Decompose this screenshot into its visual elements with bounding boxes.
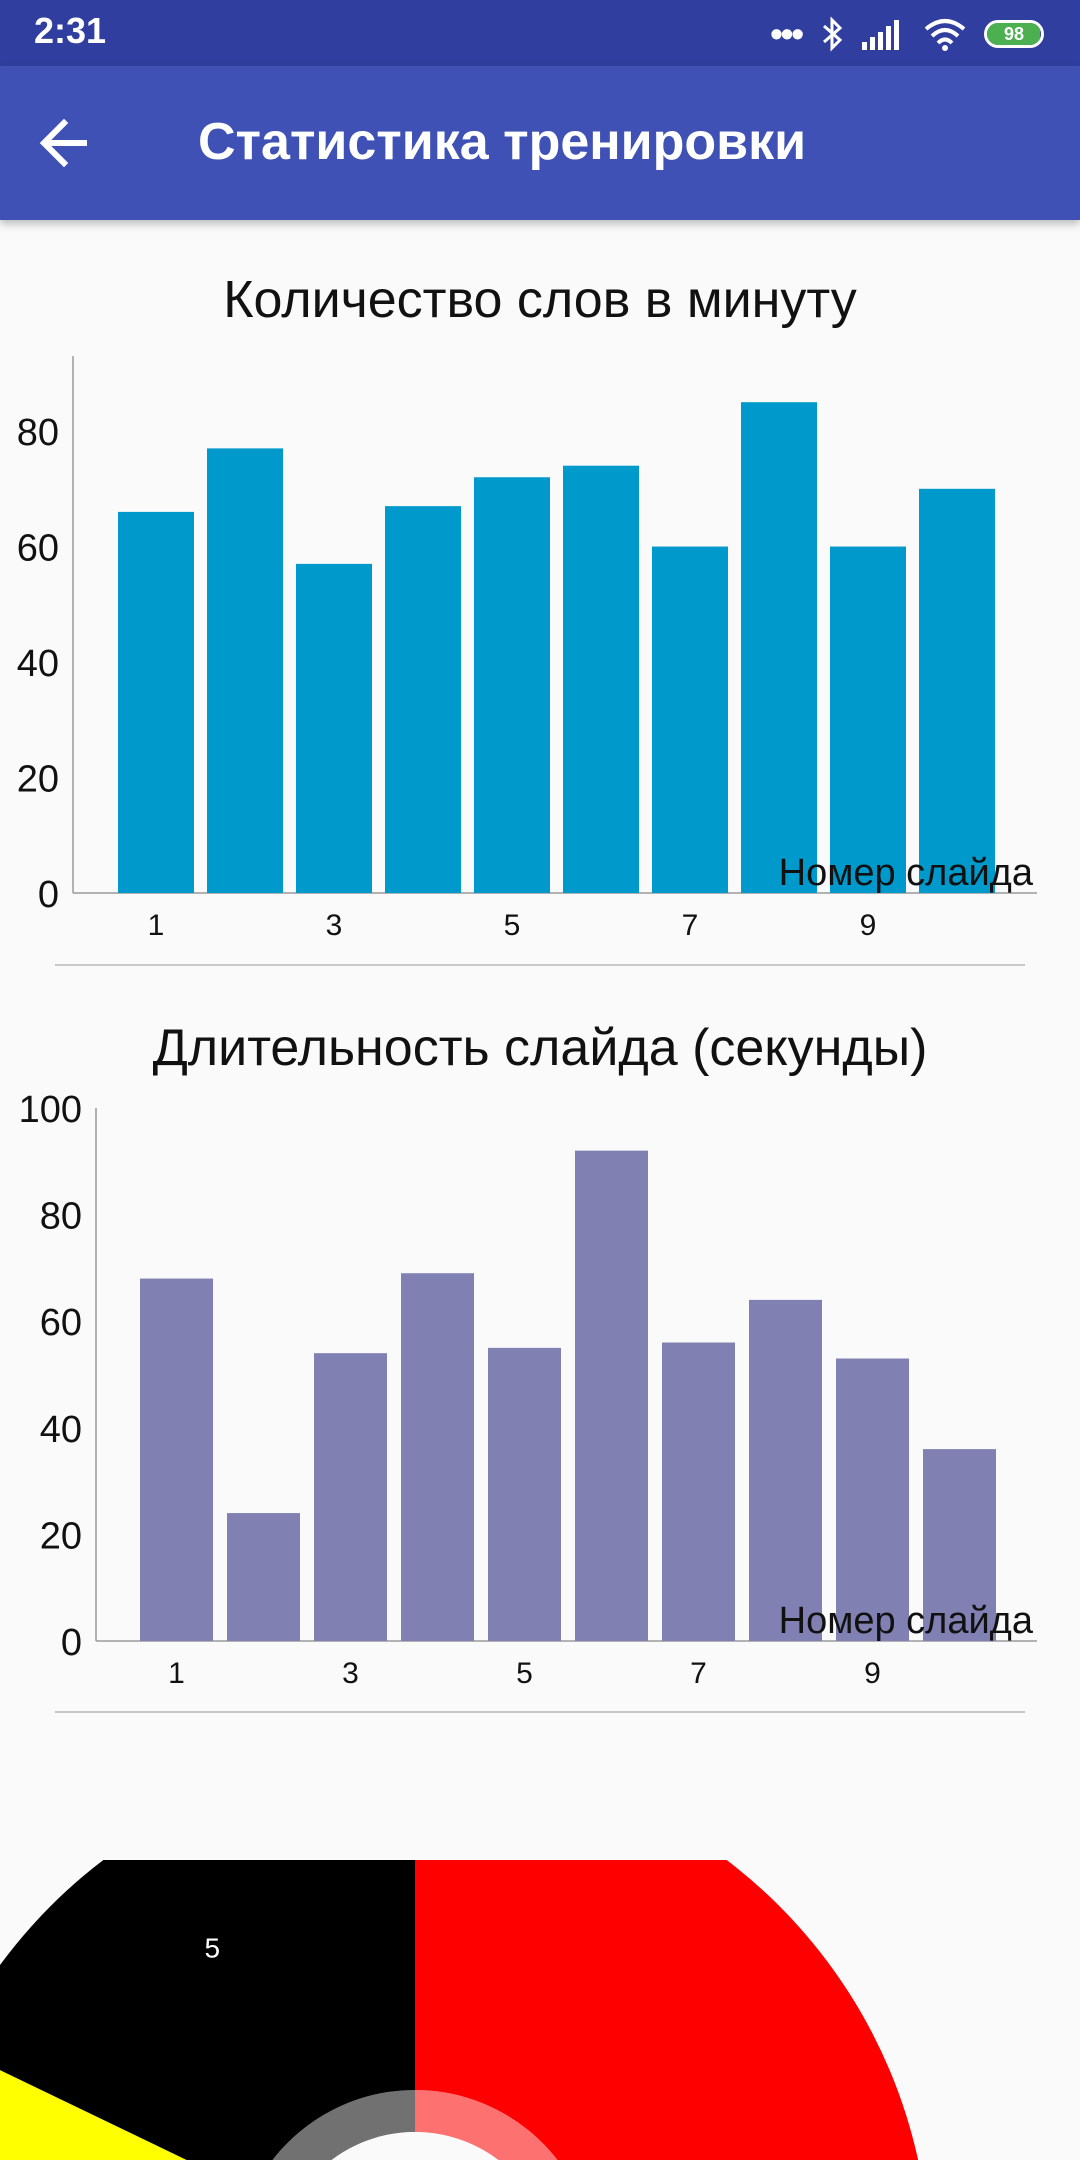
page-title: Статистика тренировки [198, 113, 807, 171]
slide-duration-chart: 0 20 40 60 80 100 1 3 5 7 9 Номер слайда [19, 1090, 1037, 1690]
back-button[interactable] [34, 111, 118, 175]
x-tick-label: 7 [682, 909, 699, 942]
bar [207, 448, 283, 893]
wifi-icon [924, 19, 966, 51]
status-time: 2:31 [34, 10, 107, 51]
pie-slice [0, 1860, 415, 2160]
status-icons: ••• 98 [770, 12, 1044, 56]
x-tick-label: 3 [342, 1657, 359, 1690]
y-tick-label: 80 [17, 412, 59, 454]
notification-dots-icon: ••• [770, 13, 804, 54]
y-tick-label: 20 [40, 1515, 82, 1557]
words-per-minute-chart: 0 20 40 60 80 1 3 5 7 9 Номер слайда [17, 356, 1037, 942]
y-tick-label: 80 [40, 1196, 82, 1238]
y-tick-label: 0 [38, 874, 59, 916]
bar [140, 1278, 213, 1641]
status-bar: 2:31 ••• 98 [0, 0, 1080, 66]
y-tick-label: 100 [19, 1090, 82, 1131]
y-tick-label: 40 [17, 643, 59, 685]
bar [401, 1273, 474, 1641]
battery-fill [987, 23, 1040, 45]
divider [55, 1711, 1025, 1713]
x-tick-label: 9 [864, 1657, 881, 1690]
y-tick-label: 60 [40, 1302, 82, 1344]
app-bar: Статистика тренировки [0, 66, 1080, 220]
bar [830, 546, 906, 893]
bar [314, 1353, 387, 1641]
bar [563, 465, 639, 893]
arrow-left-icon [39, 118, 87, 168]
pie-slice-label: 5 [205, 1932, 221, 1963]
pie-inner-ring [272, 2090, 415, 2160]
bar [923, 1449, 996, 1641]
bar [296, 563, 372, 893]
y-tick-label: 60 [17, 528, 59, 570]
y-tick-label: 40 [40, 1409, 82, 1451]
x-tick-label: 5 [504, 909, 521, 942]
x-tick-label: 1 [168, 1657, 185, 1690]
bar [919, 488, 995, 893]
y-tick-label: 20 [17, 759, 59, 801]
x-tick-label: 1 [148, 909, 165, 942]
bar [662, 1342, 735, 1641]
chart-title-words-per-minute: Количество слов в минуту [223, 271, 857, 329]
bar [749, 1299, 822, 1641]
pie-slice [415, 1860, 919, 2160]
bar [385, 506, 461, 893]
y-tick-label: 0 [61, 1622, 82, 1664]
pie-chart: 1255 [0, 1860, 919, 2160]
x-axis-label: Номер слайда [779, 1600, 1034, 1642]
x-tick-label: 3 [326, 909, 343, 942]
battery-level: 98 [1003, 24, 1025, 44]
bar [836, 1358, 909, 1641]
x-tick-label: 7 [690, 1657, 707, 1690]
bar [652, 546, 728, 893]
bar [227, 1513, 300, 1641]
signal-icon [862, 20, 899, 50]
bluetooth-icon [823, 16, 843, 52]
bar [488, 1347, 561, 1641]
x-tick-label: 5 [516, 1657, 533, 1690]
bar [741, 402, 817, 893]
x-axis-label: Номер слайда [779, 852, 1034, 894]
bar [118, 511, 194, 893]
x-tick-label: 9 [860, 909, 877, 942]
pie-inner-ring [415, 2090, 558, 2160]
pie-center-hole [331, 2132, 499, 2160]
battery-icon: 98 [984, 20, 1044, 48]
chart-title-slide-duration: Длительность слайда (секунды) [152, 1019, 928, 1077]
bar [474, 477, 550, 893]
bar [575, 1150, 648, 1641]
divider [55, 964, 1025, 966]
